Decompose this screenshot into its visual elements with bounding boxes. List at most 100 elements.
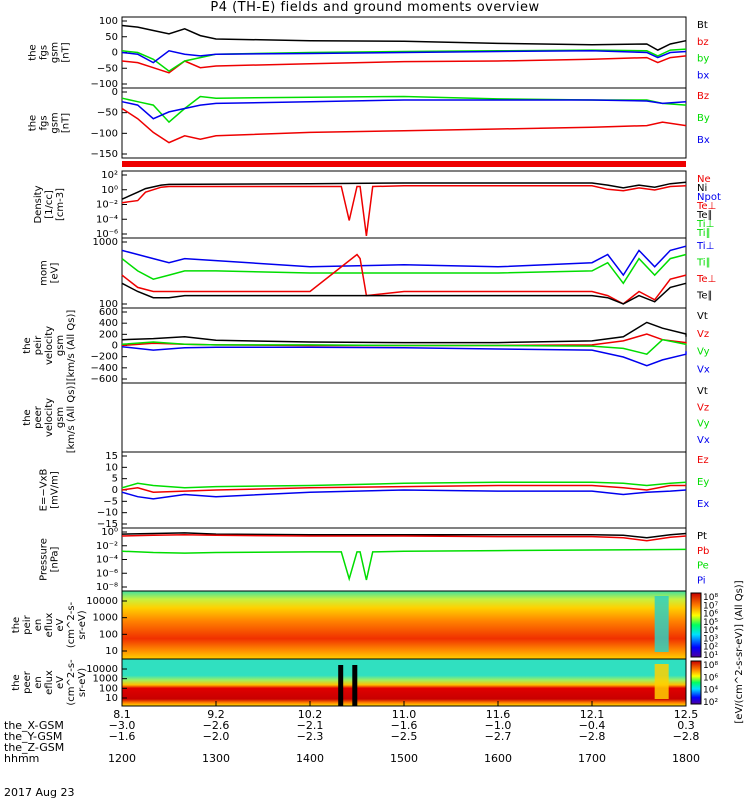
- colorbar: [690, 660, 702, 705]
- series-line-Vt: [121, 321, 687, 344]
- legend-Pi: Pi: [697, 575, 706, 586]
- xaxis-row-label: the_X-GSM: [4, 719, 64, 732]
- ylabel-line: the: [22, 337, 33, 353]
- ytick-label: 0: [112, 341, 118, 352]
- colorbar-tick-label: 10⁷: [703, 601, 718, 611]
- series-line-Pe: [121, 548, 687, 582]
- xtick-label: −1.6: [391, 719, 418, 732]
- xtick-label: 1500: [390, 752, 418, 765]
- spectrogram-feature: [654, 596, 669, 652]
- state-bar: [122, 161, 686, 167]
- series-line-Ti⊥: [121, 245, 687, 277]
- ytick-label: 10: [105, 462, 118, 473]
- xtick-label: 1200: [108, 752, 136, 765]
- ylabel-line: [nT]: [61, 113, 72, 133]
- ylabel-line: Density: [33, 185, 44, 223]
- ytick-label: 400: [99, 318, 118, 329]
- ytick-label: −100: [91, 128, 118, 139]
- ytick-label: 0: [112, 485, 118, 496]
- spectrogram-feature: [654, 664, 669, 699]
- legend-Bx: Bx: [697, 135, 710, 146]
- panel-1: the fgs gsm [nT] 100 50 0 −50 −100 Bt bz by bx: [28, 16, 710, 90]
- legend-Ex: Ex: [697, 499, 709, 510]
- panel-6: the peer velocity gsm [km/s (All Qs)] Vt Vz Vy V…: [22, 382, 710, 454]
- ylabel-line: E=−VxB: [39, 469, 50, 512]
- ytick-label: 0: [112, 48, 118, 59]
- series-line-Pb: [121, 533, 687, 542]
- ytick-label: 5: [112, 474, 118, 485]
- legend-Te∥: Te∥: [696, 210, 713, 221]
- legend-Vt: Vt: [697, 311, 708, 322]
- ylabel-line: [nPa]: [50, 546, 61, 572]
- ylabel-line: [mV/m]: [50, 471, 61, 509]
- series-line-Ti∥: [121, 253, 687, 285]
- ylabel-line: eflux: [44, 670, 55, 695]
- colorbar-tick-label: 10⁸: [703, 593, 718, 603]
- ytick-label: 15: [105, 451, 118, 462]
- xtick-label: −0.4: [579, 719, 606, 732]
- legend-Vy: Vy: [697, 347, 710, 358]
- legend-Bz: Bz: [697, 91, 709, 102]
- xaxis-row-label: hhmm: [4, 752, 39, 765]
- ytick-label: 10⁻²: [96, 200, 118, 211]
- legend-Vz: Vz: [697, 402, 709, 413]
- series-line-By: [121, 95, 687, 124]
- xtick-label: −2.1: [297, 719, 324, 732]
- ytick-label: 0: [112, 87, 118, 98]
- legend-Pt: Pt: [697, 531, 707, 542]
- ylabel-line: the: [11, 617, 22, 633]
- ylabel-line: eV: [55, 618, 66, 631]
- xtick-label: 9.2: [207, 708, 225, 721]
- ylabel-line: gsm: [55, 335, 66, 356]
- ylabel-line: peer: [22, 670, 33, 694]
- ylabel-line: [km/s (All Qs)]: [66, 382, 77, 454]
- ytick-label: 10⁻⁶: [96, 229, 118, 240]
- ylabel-line: (cm^2-s-: [66, 659, 77, 706]
- figure-title: P4 (TH-E) fields and ground moments over…: [210, 0, 540, 15]
- series-line-by: [121, 48, 687, 73]
- ylabel-line: peir: [22, 614, 33, 634]
- panel-2: the fgs gsm [nT] 0 −50 −100 −150 Bz By Bx: [28, 87, 710, 160]
- ytick-label: 600: [99, 307, 118, 318]
- ylabel-line: [1/cc]: [44, 190, 55, 219]
- colorbar-tick-label: 10³: [703, 634, 718, 644]
- legend-bx: bx: [697, 70, 709, 81]
- xtick-label: −2.3: [297, 730, 324, 743]
- legend-Ne: Ne: [697, 174, 711, 185]
- legend-Te∥: Te∥: [696, 291, 713, 302]
- colorbar-tick-label: 10⁵: [703, 618, 718, 628]
- date-label: 2017 Aug 23: [4, 786, 75, 799]
- ytick-label: 1000: [93, 237, 118, 248]
- colorbar-tick-label: 10¹: [703, 651, 718, 661]
- series-line-Ne: [121, 185, 687, 236]
- panel-frame: [121, 382, 687, 453]
- ytick-label: −100: [91, 79, 118, 90]
- ytick-label: 10⁻²: [96, 541, 118, 552]
- xtick-label: 11.0: [392, 708, 417, 721]
- colorbar-tick-label: 10⁴: [703, 686, 718, 696]
- ylabel-line: (cm^2-s-: [66, 601, 77, 648]
- series-line-Pt: [121, 532, 687, 539]
- ylabel-line: sr-eV): [77, 610, 88, 639]
- series-line-Vy: [121, 338, 687, 356]
- series-line-Bx: [121, 99, 687, 120]
- ytick-label: −15: [97, 519, 118, 530]
- xaxis-row-label: the_Z-GSM: [4, 741, 64, 754]
- colorbar-tick-label: 10⁸: [703, 661, 718, 671]
- ylabel-line: velocity: [44, 326, 55, 365]
- ylabel-line: the: [28, 115, 39, 131]
- ytick-label: 100: [99, 16, 118, 27]
- legend-Ti∥: Ti∥: [696, 228, 711, 239]
- legend-bz: bz: [697, 37, 709, 48]
- legend-Pb: Pb: [697, 546, 709, 557]
- ytick-label: −50: [97, 108, 118, 119]
- ytick-label: −5: [103, 496, 118, 507]
- ytick-label: 10⁻⁶: [96, 568, 118, 579]
- colorbar-tick-label: 10⁶: [703, 610, 718, 620]
- legend-Ey: Ey: [697, 477, 709, 488]
- ylabel-line: en: [33, 619, 44, 632]
- ytick-label: 100: [99, 683, 118, 694]
- xtick-label: −2.8: [673, 730, 700, 743]
- ylabel-line: [km/s (All Qs)]: [66, 310, 77, 382]
